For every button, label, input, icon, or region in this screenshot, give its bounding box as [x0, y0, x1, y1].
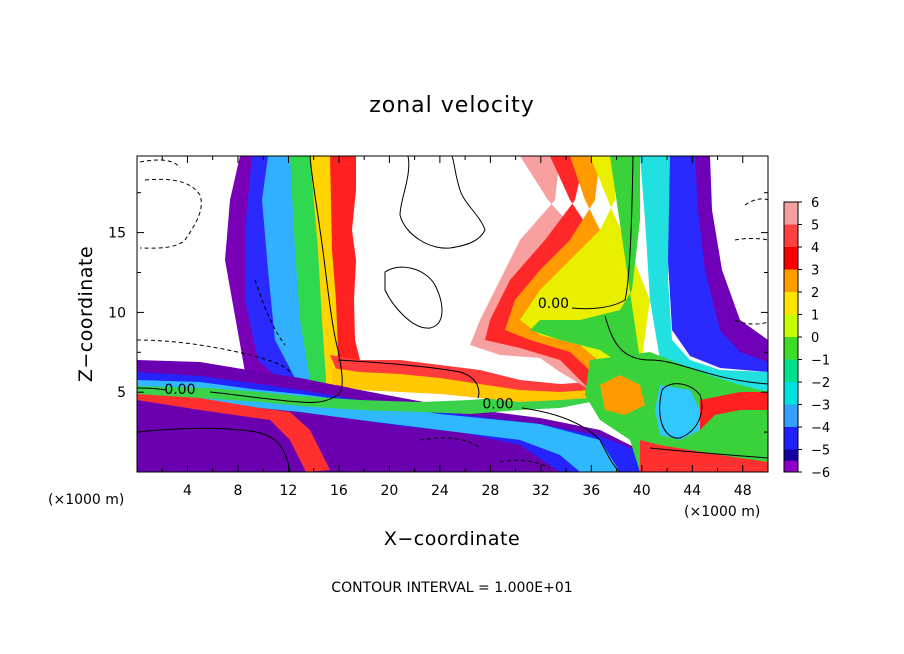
colorbar-tick-label: −4	[811, 421, 830, 436]
colorbar-swatch	[784, 247, 798, 270]
colorbar-tick-label: 2	[811, 286, 819, 301]
x-tick-label: 36	[582, 483, 600, 499]
contour-label: 0.00	[538, 296, 569, 312]
x-tick-label: 16	[330, 483, 348, 499]
dashed-contour-top-left	[139, 159, 202, 249]
y-tick-label: 5	[117, 385, 126, 401]
contour-zero-left	[137, 156, 343, 403]
colorbar-tick-label: −6	[811, 466, 830, 481]
contour-interval-note: CONTOUR INTERVAL = 1.000E+01	[331, 580, 572, 596]
colorbar-swatch	[784, 404, 798, 428]
y-axis-label: Z−coordinate	[75, 246, 97, 382]
field-patch-lower-right-cyan	[655, 385, 700, 440]
dashed-contour-bottom	[419, 437, 551, 469]
colorbar-swatch	[784, 314, 798, 338]
colorbar-tick-label: −5	[811, 444, 830, 459]
field-band-left-red	[330, 156, 360, 400]
chart-title: zonal velocity	[369, 93, 535, 118]
x-tick-label: 32	[532, 483, 550, 499]
plot-field	[137, 156, 768, 472]
colorbar-tick-label: 6	[811, 196, 819, 211]
colorbar-swatch	[784, 292, 798, 315]
contour-top-center	[399, 156, 486, 249]
colorbar-tick-label: 1	[811, 309, 819, 324]
x-tick-label: 4	[183, 483, 192, 499]
colorbar-tick-label: −2	[811, 376, 830, 391]
colorbar-swatch-end	[784, 460, 798, 472]
x-axis-unit-right: (×1000 m)	[684, 504, 760, 520]
dashed-contour-right	[734, 198, 768, 325]
y-axis-ticks: 5 10 15	[108, 192, 768, 433]
colorbar-swatch	[784, 359, 798, 383]
field-band-jet-cyan	[137, 380, 620, 472]
x-tick-label: 20	[380, 483, 398, 499]
colorbar-swatch	[784, 382, 798, 405]
colorbar-swatch	[784, 427, 798, 450]
x-tick-label: 12	[280, 483, 298, 499]
colorbar-swatch	[784, 337, 798, 360]
contour-lines	[137, 156, 768, 472]
contour-label: 0.00	[164, 382, 195, 398]
dashed-contours	[137, 159, 768, 469]
colorbar-swatch	[784, 224, 798, 248]
plot-frame	[136, 155, 769, 473]
field-patch-lower-right-orange	[600, 375, 645, 415]
dashed-contour-left	[137, 279, 291, 373]
contour-lower-left	[137, 427, 291, 472]
contour-labels: 0.00 0.00 0.00	[164, 296, 569, 413]
field-band-right-purple	[695, 156, 768, 362]
field-band-jet-yellow-upper	[332, 368, 590, 402]
contour-closed-patch	[659, 383, 703, 439]
field-band-jet-green	[137, 386, 600, 414]
contour-lower-right	[649, 447, 768, 459]
contour-zero-middle	[337, 359, 621, 472]
x-axis-unit-left: (×1000 m)	[48, 492, 124, 508]
colorbar-tick-label: 3	[811, 264, 819, 279]
contour-island	[384, 266, 443, 329]
x-tick-label: 48	[734, 483, 752, 499]
colorbar-tick-label: −3	[811, 399, 830, 414]
field-band-right-blue	[668, 156, 768, 372]
colorbar: 6 5 4 3 2 1 0 −1 −2 −3 −4 −5 −6	[783, 196, 830, 481]
x-tick-label: 40	[633, 483, 651, 499]
y-tick-label: 15	[108, 226, 126, 242]
contour-label: 0.00	[482, 396, 513, 412]
colorbar-swatch	[784, 202, 798, 225]
x-tick-label: 24	[431, 483, 449, 499]
x-tick-label: 8	[233, 483, 242, 499]
y-tick-label: 10	[108, 305, 126, 321]
x-axis-ticks: 4 8 12 16 20 24 28 32 36 40 44 48	[161, 156, 752, 499]
field-patch-lower-right-red-bottom	[640, 440, 768, 472]
x-tick-label: 28	[481, 483, 499, 499]
field-band-right-cyan	[640, 156, 768, 398]
colorbar-tick-label: 5	[811, 219, 819, 234]
colorbar-swatch	[784, 269, 798, 293]
colorbar-tick-label: 0	[811, 331, 819, 346]
contour-zero-right	[571, 156, 768, 385]
colorbar-tick-label: −1	[811, 354, 830, 369]
x-axis-label: X−coordinate	[384, 528, 520, 550]
field-patch-lower-right-red	[700, 392, 768, 430]
colorbar-tick-label: 4	[811, 241, 819, 256]
x-tick-label: 44	[683, 483, 701, 499]
field-band-jet-red-upper	[330, 355, 600, 398]
field-band-jet-red	[137, 394, 330, 472]
